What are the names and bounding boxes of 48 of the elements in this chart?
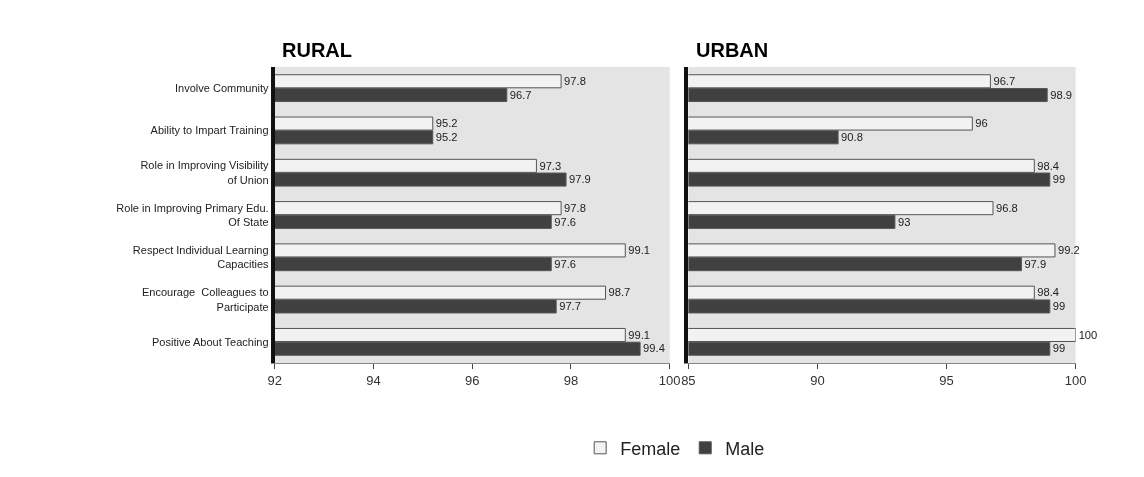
x-tick-label: 94: [366, 372, 381, 388]
data-label: 98.4: [1037, 286, 1060, 299]
data-label: 96.7: [509, 88, 532, 101]
data-label: 97.8: [564, 75, 586, 87]
legend-label: Male: [725, 438, 765, 459]
y-tick-label: Encourage Colleagues to Participate: [142, 286, 269, 313]
data-label: 96.7: [993, 75, 1016, 87]
data-label: 100: [1078, 328, 1098, 341]
x-tick-label: 100: [1064, 372, 1087, 388]
data-label: 97.8: [564, 201, 586, 214]
y-tick-label: Involve Community: [175, 81, 270, 94]
x-tick-label: 95: [939, 372, 954, 388]
legend-label: Female: [620, 438, 681, 459]
data-label: 98.4: [1037, 159, 1060, 172]
chart-title: URBAN: [696, 39, 769, 61]
data-label: 98.9: [1050, 88, 1072, 101]
data-label: 99.2: [1057, 244, 1080, 257]
data-label: 90.8: [841, 131, 863, 144]
y-tick-label: Respect Individual Learning Capacities: [132, 243, 270, 271]
data-label: 99: [1052, 342, 1066, 355]
x-tick-label: 98: [563, 372, 579, 388]
data-label: 96: [975, 117, 988, 130]
x-tick-label: 100: [658, 372, 681, 388]
data-label: 93: [897, 215, 911, 228]
x-tick-label: 96: [465, 372, 480, 388]
data-label: 96.8: [996, 201, 1018, 214]
data-label: 99: [1052, 300, 1066, 313]
y-tick-label: Ability to Impart Training: [150, 124, 269, 137]
data-label: 99.1: [628, 244, 651, 257]
chart-title: RURAL: [282, 39, 352, 61]
data-label: 99: [1052, 173, 1066, 186]
data-label: 97.6: [554, 257, 576, 270]
data-label: 99.1: [628, 328, 651, 341]
y-tick-label: Positive About Teaching: [151, 335, 269, 348]
data-label: 95.2: [435, 131, 458, 144]
x-tick-label: 90: [810, 372, 825, 388]
data-label: 97.7: [559, 300, 581, 313]
data-label: 97.3: [539, 159, 562, 172]
x-tick-label: 85: [681, 372, 696, 388]
data-label: 97.9: [569, 173, 591, 186]
data-label: 99.4: [643, 342, 665, 355]
x-tick-label: 92: [267, 372, 283, 388]
data-label: 95.2: [435, 117, 458, 130]
y-tick-label: Role in Improving Primary Edu. Of State: [116, 201, 269, 228]
data-label: 97.6: [554, 215, 577, 228]
data-label: 98.7: [608, 286, 631, 299]
data-label: 97.9: [1024, 257, 1047, 270]
y-tick-label: Role in Improving Visibility of Union: [140, 159, 270, 186]
